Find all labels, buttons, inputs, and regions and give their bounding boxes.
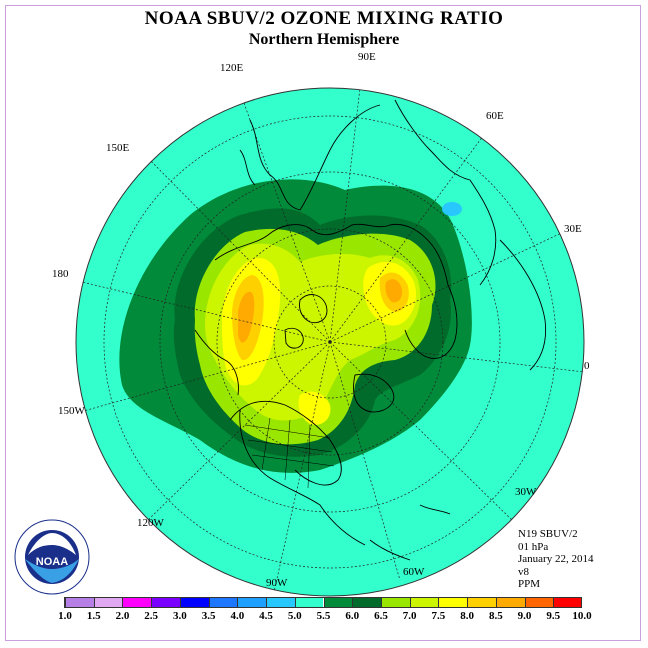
lon-label-60w: 60W (403, 566, 425, 578)
lon-label-180: 180 (52, 268, 69, 280)
info-units: PPM (518, 578, 541, 590)
colorbar-swatch (467, 597, 496, 608)
lon-label-150e: 150E (106, 142, 130, 154)
lon-label-30w: 30W (515, 486, 537, 498)
lon-label-120w: 120W (137, 517, 164, 529)
colorbar-tick-label: 7.5 (431, 610, 446, 622)
colorbar-tick-label: 3.5 (201, 610, 216, 622)
lon-label-0: 0 (584, 360, 590, 372)
colorbar-swatch (208, 597, 238, 608)
colorbar-tick-label: 3.0 (173, 610, 187, 622)
colorbar-frame (64, 597, 582, 608)
colorbar-tick-label: 7.0 (402, 610, 417, 622)
info-block: N19 SBUV/2 01 hPa January 22, 2014 v8 PP… (518, 528, 593, 591)
colorbar-swatch (495, 597, 525, 608)
colorbar-tick-label: 1.0 (58, 610, 72, 622)
info-date: January 22, 2014 (518, 553, 594, 565)
colorbar-tick-label: 6.5 (374, 610, 388, 622)
chart-subtitle: Northern Hemisphere (248, 31, 400, 48)
lon-label-150w: 150W (58, 405, 85, 417)
colorbar-tick-label: 5.5 (316, 610, 331, 622)
colorbar-tick-label: 5.0 (287, 610, 302, 622)
lon-label-120e: 120E (220, 62, 244, 74)
colorbar-swatch (122, 597, 152, 608)
figure-frame (5, 5, 641, 641)
contour-8-5 (238, 291, 255, 343)
colorbar-tick-label: 9.0 (517, 610, 532, 622)
colorbar-swatch (323, 597, 353, 608)
lon-label-30e: 30E (564, 223, 582, 235)
low-ozone-spot (442, 202, 462, 216)
contour-8-5b (385, 279, 403, 303)
info-version: v8 (518, 565, 529, 578)
colorbar-tick-label: 8.0 (460, 610, 474, 622)
lon-label-90e: 90E (358, 51, 376, 63)
colorbar-tick-label: 2.5 (144, 610, 159, 622)
colorbar-swatch (294, 597, 324, 608)
colorbar-swatch (65, 597, 94, 608)
colorbar-swatch (524, 597, 554, 608)
colorbar-tick-label: 4.0 (230, 610, 245, 622)
colorbar-swatch (151, 597, 180, 608)
noaa-logo: NOAA (14, 519, 90, 595)
colorbar-swatch (93, 597, 123, 608)
colorbar-swatch (266, 597, 295, 608)
meridians (76, 88, 584, 593)
colorbar-tick-label: 8.5 (488, 610, 503, 622)
latitude-circles (103, 115, 557, 569)
colorbar-swatch (179, 597, 209, 608)
coastlines (194, 99, 547, 561)
lon-label-60e: 60E (486, 110, 504, 122)
colorbar-tick-label: 1.5 (86, 610, 101, 622)
colorbar-swatch (380, 597, 410, 608)
colorbar-swatch (409, 597, 439, 608)
colorbar-tick-label: 2.0 (115, 610, 130, 622)
colorbar-tick-label: 4.5 (259, 610, 273, 622)
colorbar-swatch (438, 597, 468, 608)
colorbar-tick-label: 9.5 (546, 610, 561, 622)
colorbar-swatch (352, 597, 381, 608)
chart-title: NOAA SBUV/2 OZONE MIXING RATIO (144, 8, 504, 29)
info-level: 01 hPa (518, 540, 549, 553)
colorbar-swatch (237, 597, 267, 608)
info-instrument: N19 SBUV/2 (518, 528, 578, 540)
contour-7-5c (298, 391, 331, 425)
colorbar-tick-label: 10.0 (572, 610, 592, 622)
noaa-logo-text: NOAA (36, 556, 68, 568)
colorbar-tick-label: 6.0 (345, 610, 360, 622)
colorbar-swatch (553, 597, 582, 608)
lon-label-90w: 90W (266, 577, 288, 589)
